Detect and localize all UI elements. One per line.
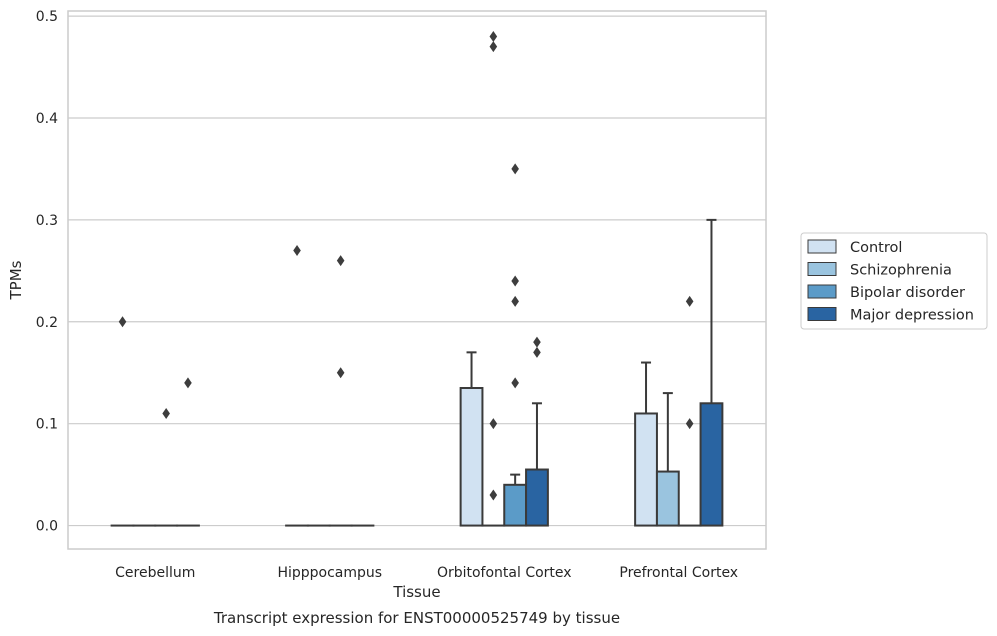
outlier-point bbox=[533, 336, 541, 348]
outlier-point bbox=[184, 377, 192, 389]
outlier-point bbox=[489, 418, 498, 430]
outlier-point bbox=[489, 30, 498, 42]
bar bbox=[634, 412, 658, 527]
legend-swatch bbox=[807, 307, 837, 321]
x-tick-label: Orbitofontal Cortex bbox=[437, 565, 572, 581]
bar bbox=[525, 468, 549, 527]
grid-layer bbox=[68, 15, 766, 527]
outlier-point bbox=[293, 244, 301, 256]
outlier-point bbox=[162, 407, 170, 419]
legend: Control Schizophrenia Bipolar disorder Majo… bbox=[800, 232, 988, 330]
x-axis-title: Tissue bbox=[392, 583, 440, 601]
x-tick-labels: Cerebellum Hipppocampus Orbitofontal Corte… bbox=[115, 565, 738, 581]
outlier-point bbox=[489, 41, 498, 53]
chart-title: Transcript expression for ENST0000052574… bbox=[213, 609, 620, 627]
outlier-point bbox=[489, 489, 498, 501]
plot-frame bbox=[67, 10, 767, 550]
legend-label: Major depression bbox=[850, 308, 974, 324]
bars-layer bbox=[110, 218, 724, 527]
outlier-point bbox=[533, 346, 541, 358]
y-tick-label: 0.2 bbox=[36, 315, 58, 331]
bar bbox=[699, 402, 724, 527]
legend-swatch bbox=[807, 239, 837, 254]
x-tick-label: Prefrontal Cortex bbox=[619, 565, 738, 581]
y-tick-label: 0.0 bbox=[36, 519, 58, 535]
outlier-point bbox=[118, 316, 127, 328]
outliers-layer bbox=[118, 30, 694, 501]
x-tick-label: Hipppocampus bbox=[277, 565, 382, 581]
outlier-point bbox=[511, 163, 519, 175]
y-tick-label: 0.4 bbox=[36, 111, 58, 127]
outlier-point bbox=[511, 377, 519, 389]
outlier-point bbox=[336, 367, 345, 379]
outlier-point bbox=[336, 255, 345, 267]
outlier-point bbox=[511, 295, 519, 307]
outlier-point bbox=[685, 295, 694, 307]
legend-swatch bbox=[807, 284, 837, 299]
outlier-point bbox=[685, 418, 694, 430]
bar bbox=[655, 470, 680, 527]
legend-label: Schizophrenia bbox=[850, 263, 952, 279]
legend-frame bbox=[800, 232, 988, 330]
y-tick-label: 0.3 bbox=[36, 213, 58, 229]
y-tick-labels: 0.0 0.1 0.2 0.3 0.4 0.5 bbox=[36, 9, 58, 534]
bar bbox=[459, 387, 484, 527]
y-axis-title: TPMs bbox=[7, 260, 25, 300]
legend-label: Bipolar disorder bbox=[850, 285, 965, 301]
x-tick-label: Cerebellum bbox=[115, 565, 195, 581]
y-tick-label: 0.1 bbox=[36, 417, 58, 433]
outlier-point bbox=[511, 275, 519, 287]
bar bbox=[503, 483, 528, 527]
y-tick-label: 0.5 bbox=[36, 9, 58, 25]
legend-label: Control bbox=[850, 240, 902, 256]
legend-swatch bbox=[807, 262, 837, 276]
